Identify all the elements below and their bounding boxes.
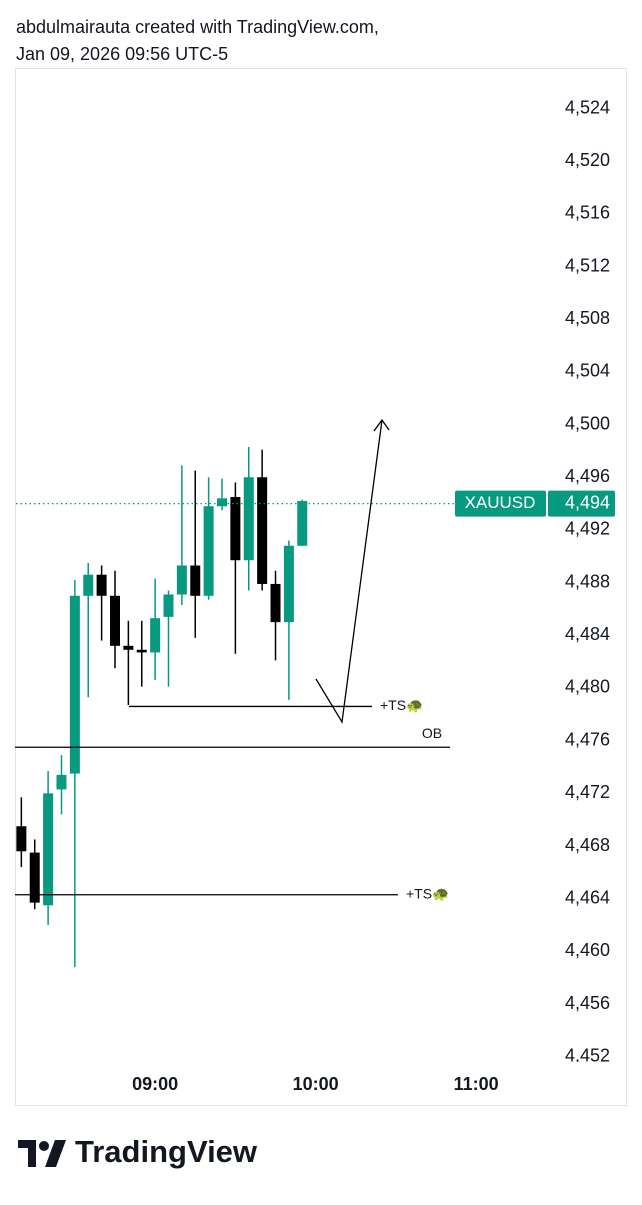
candle-body bbox=[43, 793, 54, 906]
candle-body bbox=[283, 545, 294, 623]
x-tick-label: 10:00 bbox=[293, 1074, 339, 1094]
y-tick-label: 4,464 bbox=[565, 887, 610, 907]
candle-body bbox=[29, 852, 40, 903]
candle-body bbox=[96, 574, 107, 596]
candle-body bbox=[203, 506, 214, 596]
candle-body bbox=[123, 645, 134, 650]
y-tick-label: 4,488 bbox=[565, 571, 610, 591]
logo-part bbox=[28, 1140, 36, 1167]
brand-name: TradingView bbox=[75, 1134, 258, 1169]
header-line: abdulmairauta created with TradingView.c… bbox=[16, 17, 379, 37]
candle-body bbox=[56, 774, 67, 790]
candle-body bbox=[176, 565, 187, 595]
candle-body bbox=[150, 618, 161, 653]
candle-body bbox=[257, 477, 268, 584]
arrow-drawing bbox=[315, 418, 390, 724]
y-tick-label: 4,520 bbox=[565, 150, 610, 170]
y-tick-label: 4,460 bbox=[565, 940, 610, 960]
candle-body bbox=[109, 595, 120, 646]
y-tick-label: 4,524 bbox=[565, 97, 610, 117]
price-tag-label: 4,494 bbox=[565, 492, 610, 512]
x-tick-label: 09:00 bbox=[132, 1074, 178, 1094]
arrow-path bbox=[315, 419, 383, 724]
y-tick-label: 4,480 bbox=[565, 677, 610, 697]
brand-logo bbox=[18, 1140, 66, 1167]
header-line: Jan 09, 2026 09:56 UTC-5 bbox=[16, 44, 228, 64]
plot-area: 4,524 4,520 4,516 4,512 4,508 4,504 4,500 4,496… bbox=[16, 97, 610, 1065]
logo-part bbox=[45, 1140, 66, 1167]
candle-body bbox=[243, 477, 254, 561]
y-tick-label: 4,484 bbox=[565, 624, 610, 644]
candle-body bbox=[297, 500, 308, 546]
y-tick-label: 4,492 bbox=[565, 519, 610, 539]
y-tick-label: 4,456 bbox=[565, 993, 610, 1013]
candle-body bbox=[16, 826, 27, 852]
level-label: OB bbox=[422, 725, 442, 741]
candle-body bbox=[163, 594, 174, 617]
x-tick-label: 11:00 bbox=[454, 1074, 499, 1094]
candle-body bbox=[230, 497, 241, 561]
symbol-tag-label: XAUUSD bbox=[465, 493, 536, 512]
chart-frame bbox=[15, 68, 627, 1106]
logo-part bbox=[39, 1141, 49, 1151]
y-tick-label: 4,516 bbox=[565, 203, 610, 223]
y-tick-label: 4,476 bbox=[565, 729, 610, 749]
level-label: +TS🐢 bbox=[406, 885, 450, 901]
y-tick-label: 4,500 bbox=[565, 413, 610, 433]
y-tick-label: 4,452 bbox=[565, 1045, 610, 1065]
candle-body bbox=[83, 574, 94, 596]
logo-part bbox=[18, 1140, 36, 1148]
price-tag bbox=[548, 490, 615, 517]
y-tick-label: 4,508 bbox=[565, 308, 610, 328]
candle-body bbox=[69, 595, 80, 774]
y-tick-label: 4,496 bbox=[565, 466, 610, 486]
y-tick-label: 4,504 bbox=[565, 361, 610, 381]
level-label: +TS🐢 bbox=[380, 697, 424, 713]
candle-body bbox=[136, 649, 147, 653]
y-tick-label: 4,472 bbox=[565, 782, 610, 802]
arrow-head bbox=[373, 418, 390, 432]
candle-body bbox=[270, 583, 281, 623]
symbol-tag bbox=[455, 490, 546, 517]
y-tick-label: 4,512 bbox=[565, 255, 610, 275]
candle-body bbox=[190, 565, 201, 596]
candle-body bbox=[217, 498, 228, 507]
y-tick-label: 4,468 bbox=[565, 835, 610, 855]
